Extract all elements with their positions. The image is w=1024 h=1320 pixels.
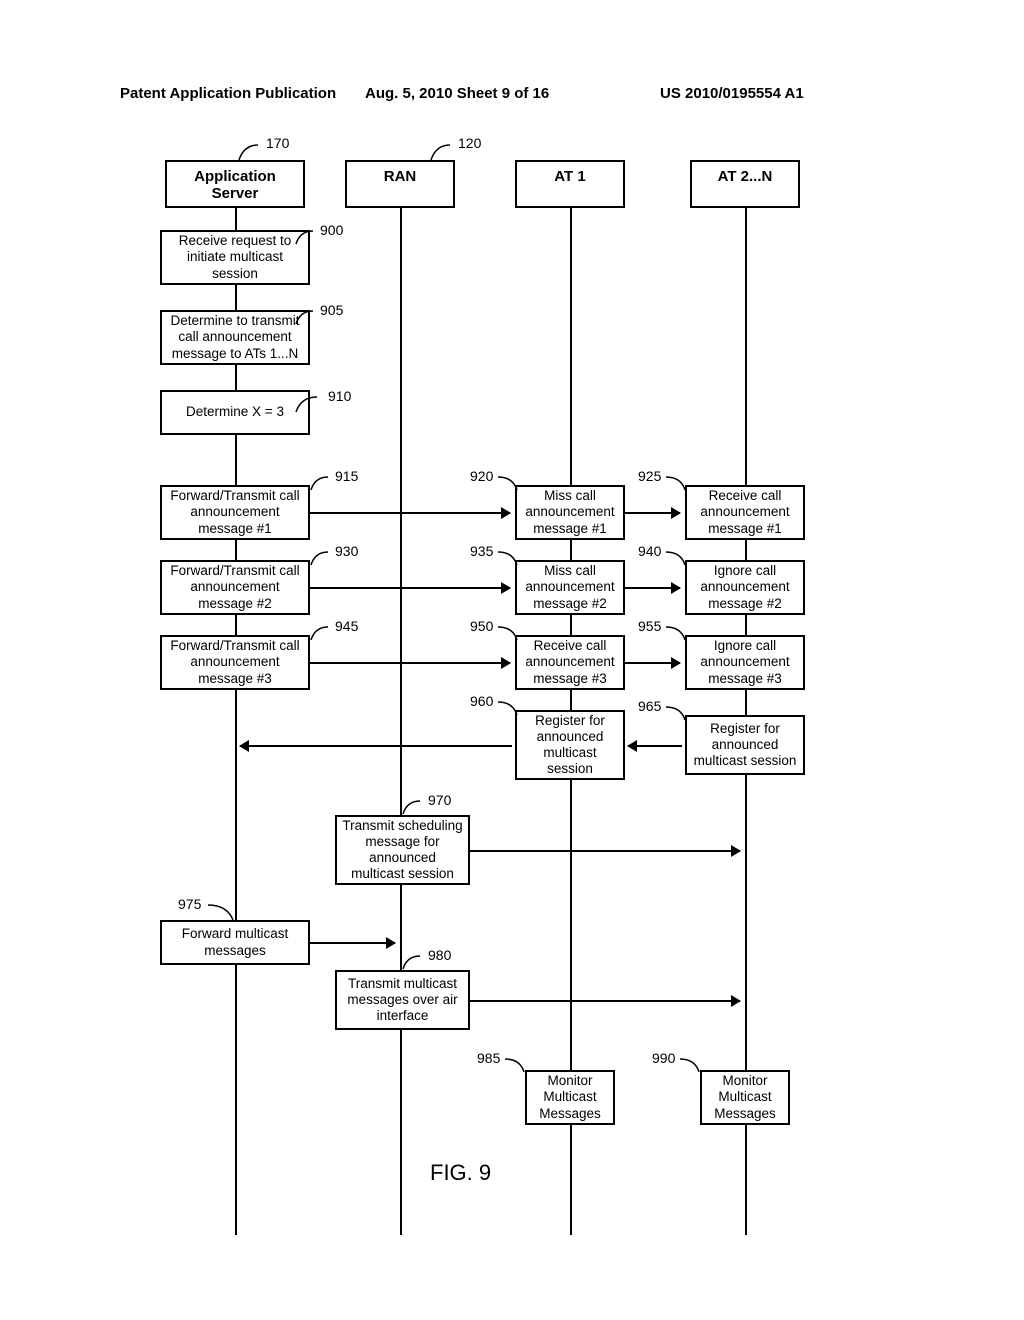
step-960: Register for announced multicast session xyxy=(515,710,625,780)
ref-965: 965 xyxy=(638,698,661,714)
step-975: Forward multicast messages xyxy=(160,920,310,965)
ref-curve-910 xyxy=(295,394,330,414)
ref-170: 170 xyxy=(266,135,289,151)
step-930: Forward/Transmit call announcement messa… xyxy=(160,560,310,615)
arrow-970-to-atn xyxy=(470,850,740,852)
ref-curve-990 xyxy=(677,1056,705,1074)
actor-at1: AT 1 xyxy=(515,160,625,208)
arrow-965-to-960 xyxy=(628,745,682,747)
ref-955: 955 xyxy=(638,618,661,634)
ref-935: 935 xyxy=(470,543,493,559)
ref-905: 905 xyxy=(320,302,343,318)
step-965: Register for announced multicast session xyxy=(685,715,805,775)
actor-ran: RAN xyxy=(345,160,455,208)
actor-atn: AT 2...N xyxy=(690,160,800,208)
arrow-960-to-app xyxy=(240,745,512,747)
arrow-975-to-ran xyxy=(310,942,395,944)
ref-curve-925 xyxy=(663,474,691,492)
lifeline-ran xyxy=(400,198,402,1235)
step-985: Monitor Multicast Messages xyxy=(525,1070,615,1125)
arrow-930-to-935 xyxy=(310,587,510,589)
ref-980: 980 xyxy=(428,947,451,963)
arrow-945-to-950 xyxy=(310,662,510,664)
arrow-920-to-925 xyxy=(625,512,680,514)
step-925: Receive call announcement message #1 xyxy=(685,485,805,540)
step-955: Ignore call announcement message #3 xyxy=(685,635,805,690)
ref-curve-920 xyxy=(495,474,523,492)
ref-curve-935 xyxy=(495,549,523,567)
ref-curve-950 xyxy=(495,624,523,642)
ref-960: 960 xyxy=(470,693,493,709)
ref-990: 990 xyxy=(652,1050,675,1066)
ref-910: 910 xyxy=(328,388,351,404)
ref-curve-975 xyxy=(205,902,240,922)
ref-curve-965 xyxy=(663,704,691,722)
arrow-950-to-955 xyxy=(625,662,680,664)
actor-app-server: Application Server xyxy=(165,160,305,208)
arrow-980-to-atn xyxy=(470,1000,740,1002)
ref-curve-960 xyxy=(495,699,523,717)
header-left: Patent Application Publication xyxy=(120,85,336,102)
step-900: Receive request to initiate multicast se… xyxy=(160,230,310,285)
step-910: Determine X = 3 xyxy=(160,390,310,435)
step-935: Miss call announcement message #2 xyxy=(515,560,625,615)
ref-915: 915 xyxy=(335,468,358,484)
ref-985: 985 xyxy=(477,1050,500,1066)
sequence-diagram: Application Server RAN AT 1 AT 2...N 170… xyxy=(140,150,910,1250)
ref-curve-985 xyxy=(502,1056,530,1074)
ref-970: 970 xyxy=(428,792,451,808)
step-920: Miss call announcement message #1 xyxy=(515,485,625,540)
step-950: Receive call announcement message #3 xyxy=(515,635,625,690)
arrow-915-to-920 xyxy=(310,512,510,514)
step-970: Transmit scheduling message for announce… xyxy=(335,815,470,885)
ref-930: 930 xyxy=(335,543,358,559)
ref-120: 120 xyxy=(458,135,481,151)
arrow-935-to-940 xyxy=(625,587,680,589)
ref-950: 950 xyxy=(470,618,493,634)
ref-925: 925 xyxy=(638,468,661,484)
ref-975: 975 xyxy=(178,896,201,912)
step-990: Monitor Multicast Messages xyxy=(700,1070,790,1125)
ref-curve-940 xyxy=(663,549,691,567)
ref-940: 940 xyxy=(638,543,661,559)
step-940: Ignore call announcement message #2 xyxy=(685,560,805,615)
ref-920: 920 xyxy=(470,468,493,484)
page: Patent Application Publication Aug. 5, 2… xyxy=(0,0,1024,1320)
step-945: Forward/Transmit call announcement messa… xyxy=(160,635,310,690)
ref-900: 900 xyxy=(320,222,343,238)
step-915: Forward/Transmit call announcement messa… xyxy=(160,485,310,540)
figure-title: FIG. 9 xyxy=(430,1160,491,1186)
step-905: Determine to transmit call announcement … xyxy=(160,310,310,365)
header-right: US 2010/0195554 A1 xyxy=(660,85,804,102)
ref-curve-955 xyxy=(663,624,691,642)
step-980: Transmit multicast messages over air int… xyxy=(335,970,470,1030)
header-mid: Aug. 5, 2010 Sheet 9 of 16 xyxy=(365,85,549,102)
ref-945: 945 xyxy=(335,618,358,634)
